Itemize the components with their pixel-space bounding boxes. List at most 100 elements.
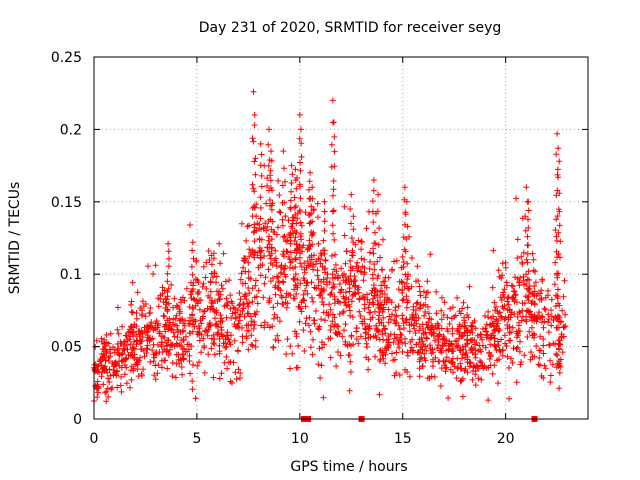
axis-ticks: 0 0.05 0.1 0.15 0.2 0.25 0 5 10 15 20 bbox=[51, 50, 588, 447]
data-point bbox=[121, 362, 128, 368]
data-point bbox=[294, 276, 301, 283]
data-point bbox=[321, 341, 328, 348]
data-point bbox=[266, 126, 272, 133]
data-point bbox=[555, 145, 562, 152]
data-point bbox=[354, 267, 361, 274]
data-point bbox=[422, 294, 429, 301]
data-point bbox=[491, 327, 498, 334]
data-point bbox=[297, 195, 304, 202]
data-point bbox=[399, 279, 406, 286]
data-point bbox=[172, 374, 179, 381]
data-point bbox=[164, 365, 171, 372]
data-point bbox=[240, 264, 247, 271]
data-point bbox=[351, 278, 358, 285]
data-point bbox=[206, 257, 213, 263]
data-point bbox=[145, 325, 152, 332]
data-point bbox=[561, 277, 568, 284]
data-point bbox=[115, 345, 122, 352]
data-point bbox=[508, 309, 515, 316]
data-point bbox=[342, 299, 349, 306]
data-point bbox=[178, 299, 184, 306]
data-point bbox=[143, 329, 150, 336]
data-point bbox=[305, 212, 312, 219]
data-point bbox=[338, 265, 345, 272]
data-point bbox=[232, 369, 239, 376]
data-point bbox=[192, 395, 199, 402]
data-point bbox=[276, 318, 283, 325]
data-point bbox=[141, 353, 148, 360]
data-point bbox=[367, 249, 373, 256]
data-point bbox=[539, 313, 545, 320]
data-point bbox=[542, 306, 549, 313]
data-point bbox=[332, 251, 338, 258]
data-point bbox=[194, 289, 201, 296]
data-point bbox=[306, 245, 313, 252]
data-point bbox=[190, 255, 197, 262]
data-point bbox=[237, 370, 244, 377]
data-point bbox=[293, 291, 300, 297]
data-point bbox=[382, 360, 389, 367]
data-point bbox=[495, 325, 502, 332]
data-point bbox=[332, 261, 339, 268]
data-point bbox=[187, 370, 194, 377]
data-point bbox=[449, 355, 456, 362]
data-point bbox=[205, 351, 212, 358]
data-point bbox=[193, 258, 200, 265]
data-point bbox=[149, 347, 156, 353]
data-point bbox=[222, 344, 229, 351]
data-point bbox=[329, 208, 336, 215]
data-point bbox=[542, 294, 549, 301]
data-point bbox=[208, 270, 215, 277]
data-point bbox=[140, 366, 147, 373]
data-point bbox=[127, 352, 134, 359]
data-point bbox=[532, 268, 539, 275]
data-point bbox=[369, 198, 376, 205]
data-point bbox=[310, 317, 317, 324]
data-point bbox=[150, 358, 157, 365]
data-point bbox=[553, 351, 559, 358]
data-point bbox=[325, 312, 332, 319]
data-point bbox=[185, 346, 192, 353]
data-point bbox=[287, 197, 294, 204]
data-point bbox=[137, 305, 144, 311]
data-point bbox=[336, 311, 343, 317]
data-point bbox=[404, 352, 411, 359]
data-point bbox=[370, 245, 376, 252]
data-point bbox=[263, 200, 270, 207]
data-point bbox=[166, 255, 172, 262]
data-point bbox=[298, 236, 305, 243]
data-point bbox=[421, 312, 428, 319]
data-point bbox=[361, 316, 368, 323]
data-point bbox=[320, 276, 327, 283]
data-point bbox=[117, 382, 124, 389]
data-point bbox=[501, 316, 508, 323]
data-point bbox=[233, 376, 240, 382]
data-point bbox=[123, 356, 130, 362]
data-point bbox=[461, 317, 468, 324]
data-point bbox=[306, 322, 312, 329]
data-point bbox=[146, 310, 153, 317]
data-point bbox=[506, 395, 513, 402]
data-point bbox=[300, 291, 307, 298]
data-point bbox=[284, 336, 291, 343]
data-point bbox=[546, 341, 553, 348]
data-point bbox=[220, 340, 227, 347]
data-point bbox=[219, 333, 226, 340]
data-point bbox=[503, 279, 510, 286]
data-point bbox=[314, 272, 321, 279]
data-point bbox=[515, 322, 522, 329]
data-point bbox=[349, 252, 356, 259]
data-point bbox=[536, 347, 543, 354]
data-point bbox=[217, 260, 224, 267]
data-point bbox=[213, 279, 219, 286]
data-point bbox=[504, 353, 511, 360]
data-point bbox=[189, 247, 196, 254]
data-point bbox=[548, 322, 555, 329]
data-point bbox=[328, 141, 335, 148]
data-point bbox=[267, 177, 274, 184]
data-point bbox=[330, 230, 337, 237]
data-point bbox=[248, 341, 255, 348]
data-point bbox=[102, 357, 109, 364]
data-point bbox=[520, 249, 527, 256]
data-point bbox=[333, 363, 340, 370]
